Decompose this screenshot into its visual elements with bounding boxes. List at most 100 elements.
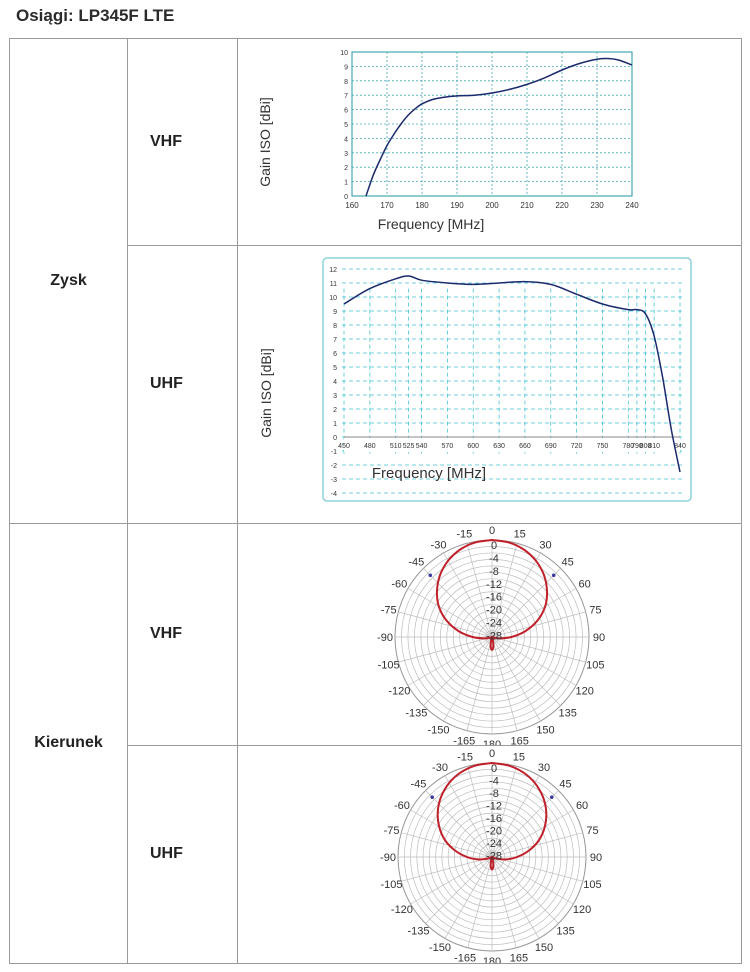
y-tick-label: -3: [331, 477, 337, 484]
angle-label: 30: [538, 762, 550, 774]
section-label-direction: Kierunek: [9, 522, 128, 965]
radial-label: 0: [491, 540, 497, 552]
polar-spoke: [491, 856, 559, 924]
y-tick-label: 0: [344, 194, 348, 201]
x-tick-label: 660: [519, 443, 531, 450]
y-axis-label: Gain ISO [dBi]: [257, 97, 273, 186]
radial-label: -8: [489, 788, 499, 800]
angle-label: 150: [536, 724, 554, 736]
gain-curve: [343, 275, 681, 473]
y-axis-label: Gain ISO [dBi]: [258, 349, 274, 438]
angle-label: 75: [589, 604, 601, 616]
angle-label: 90: [593, 632, 605, 644]
polar-spoke: [398, 636, 493, 663]
polar-spoke: [401, 832, 493, 858]
polar-spoke: [425, 790, 493, 858]
angle-label: 105: [583, 879, 601, 891]
y-tick-label: 8: [333, 323, 337, 330]
x-tick-label: 210: [520, 201, 534, 210]
y-tick-label: 0: [333, 435, 337, 442]
angle-label: -45: [411, 778, 427, 790]
polar-spoke: [423, 636, 493, 706]
band-label-uhf-pattern: UHF: [127, 744, 238, 965]
angle-label: 30: [539, 539, 551, 551]
angle-label: 0: [489, 748, 495, 760]
x-tick-label: 180: [415, 201, 429, 210]
angle-label: -75: [384, 825, 400, 837]
band-label-vhf: VHF: [127, 37, 238, 247]
x-tick-label: 170: [380, 201, 394, 210]
y-tick-label: 9: [333, 309, 337, 316]
angle-label: 105: [586, 659, 604, 671]
radial-label: -20: [486, 604, 502, 616]
angle-label: 180: [483, 956, 501, 963]
y-tick-label: 5: [344, 122, 348, 129]
angle-label: -60: [394, 800, 410, 812]
x-tick-label: 160: [345, 201, 359, 210]
polar-spoke: [491, 636, 577, 686]
polar-spoke: [410, 856, 493, 905]
y-tick-label: 12: [329, 267, 337, 274]
polar-spoke: [444, 775, 493, 858]
angle-label: -30: [431, 539, 447, 551]
polar-spoke: [491, 611, 586, 637]
beam-marker: [551, 573, 556, 577]
y-tick-label: 8: [344, 79, 348, 86]
polar-spoke: [491, 809, 574, 858]
angle-label: -135: [405, 707, 427, 719]
angle-label: -105: [378, 659, 400, 671]
angle-label: 60: [576, 800, 588, 812]
angle-label: 165: [510, 952, 528, 963]
angle-label: -120: [391, 904, 413, 916]
x-tick-label: 750: [597, 443, 609, 450]
angle-label: 15: [513, 751, 525, 763]
angle-label: 120: [573, 904, 591, 916]
table-row: UHF 0 15 30 45 60 75 90 105 120 135 150 165 180 -165-…: [10, 744, 742, 965]
polar-spoke: [398, 611, 493, 637]
x-tick-label: 190: [450, 201, 464, 210]
y-tick-label: 7: [333, 337, 337, 344]
angle-label: 45: [559, 778, 571, 790]
radial-label: -12: [486, 800, 502, 812]
x-tick-label: 510: [390, 443, 402, 450]
radial-label: -8: [489, 565, 499, 577]
x-axis-label: Frequency [MHz]: [378, 216, 485, 232]
y-tick-label: 1: [333, 421, 337, 428]
y-tick-label: 2: [333, 407, 337, 414]
x-tick-label: 630: [493, 443, 505, 450]
polar-spoke: [467, 856, 493, 948]
angle-label: 90: [590, 852, 602, 864]
table-row: UHF 12 11 10 9 8 7 6 5 4 3 2 1 0 -1 -2 -3 -4 450 480 510 525…: [10, 245, 742, 524]
polar-spoke: [491, 552, 541, 637]
y-tick-label: 1: [344, 180, 348, 187]
y-tick-label: 3: [344, 151, 348, 158]
angle-label: -45: [408, 556, 424, 568]
polar-spoke: [443, 552, 493, 637]
y-tick-label: -4: [331, 491, 337, 498]
y-tick-label: 9: [344, 65, 348, 72]
x-tick-label: 810: [648, 443, 660, 450]
radiation-pattern: [435, 538, 549, 651]
y-tick-label: 2: [344, 165, 348, 172]
radial-label: -24: [486, 838, 502, 850]
polar-spoke: [491, 765, 517, 857]
angle-label: 45: [562, 556, 574, 568]
y-tick-label: 4: [333, 379, 337, 386]
table-row: Zysk VHF 160 170 180 190 200 210 220 230 240 0 1 2 3…: [9, 37, 742, 524]
polar-spoke: [444, 856, 493, 939]
angle-label: -165: [453, 735, 475, 745]
x-tick-label: 480: [364, 443, 376, 450]
angle-label: 135: [558, 707, 576, 719]
spec-table: Zysk VHF 160 170 180 190 200 210 220 230 240 0 1 2 3…: [9, 37, 742, 965]
y-tick-label: 4: [344, 137, 348, 144]
radial-label: -4: [489, 775, 499, 787]
x-tick-label: 600: [467, 443, 479, 450]
angle-label: -135: [407, 925, 429, 937]
x-axis-label: Frequency [MHz]: [372, 465, 486, 482]
x-tick-label: 790: [631, 443, 643, 450]
y-tick-label: -1: [331, 449, 337, 456]
angle-label: -15: [457, 751, 473, 763]
radial-label: -16: [486, 591, 502, 603]
y-tick-label: 10: [329, 295, 337, 302]
